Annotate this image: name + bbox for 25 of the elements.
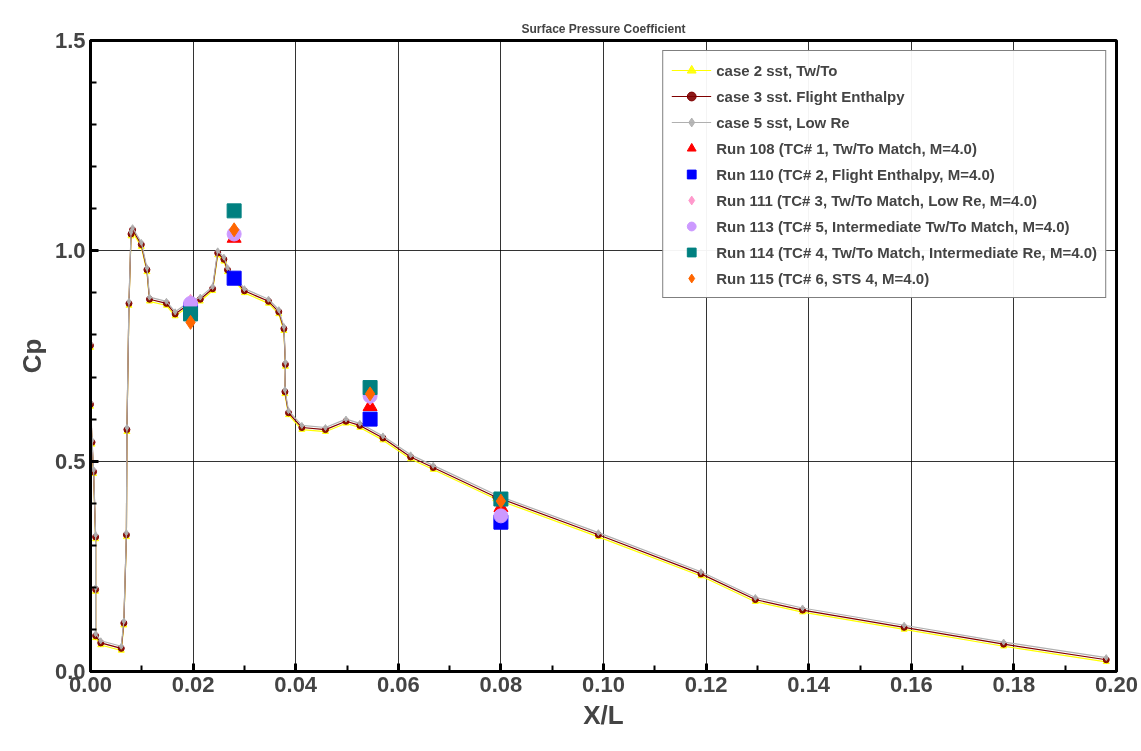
- x-tick-label: 0.04: [274, 671, 318, 697]
- y-tick-label: 0.5: [54, 448, 86, 474]
- x-tick-label: 0.10: [582, 671, 625, 697]
- legend-label: Run 110 (TC# 2, Flight Enthalpy, M=4.0): [716, 164, 995, 185]
- x-tick-label: 0.16: [889, 671, 933, 697]
- y-tick-label: 1.0: [54, 238, 86, 264]
- y-tick-label: 1.5: [54, 28, 86, 53]
- legend-label: Run 115 (TC# 6, STS 4, M=4.0): [716, 268, 930, 289]
- legend-label: case 2 sst, Tw/To: [716, 60, 838, 81]
- x-axis-title: X/L: [583, 699, 624, 730]
- legend-label: Run 108 (TC# 1, Tw/To Match, M=4.0): [716, 138, 977, 159]
- x-tick-label: 0.14: [787, 671, 831, 697]
- legend-label: case 5 sst, Low Re: [716, 112, 850, 133]
- x-tick-label: 0.02: [171, 671, 215, 697]
- legend-label: Run 114 (TC# 4, Tw/To Match, Intermediate Re, M=4.0): [716, 242, 1097, 263]
- x-tick-label: 0.20: [1095, 671, 1138, 697]
- chart-title: Surface Pressure Coefficient: [521, 21, 686, 36]
- legend-label: Run 111 (TC# 3, Tw/To Match, Low Re, M=4.0): [716, 190, 1037, 211]
- x-tick-label: 0.18: [992, 671, 1036, 697]
- legend-label: Run 113 (TC# 5, Intermediate Tw/To Match, M=4.0): [716, 216, 1070, 237]
- x-tick-label: 0.06: [376, 671, 420, 697]
- legend-label: case 3 sst. Flight Enthalpy: [716, 86, 905, 107]
- y-axis-title: Cp: [16, 338, 47, 374]
- x-tick-label: 0.08: [479, 671, 523, 697]
- x-tick-label: 0.12: [684, 671, 728, 697]
